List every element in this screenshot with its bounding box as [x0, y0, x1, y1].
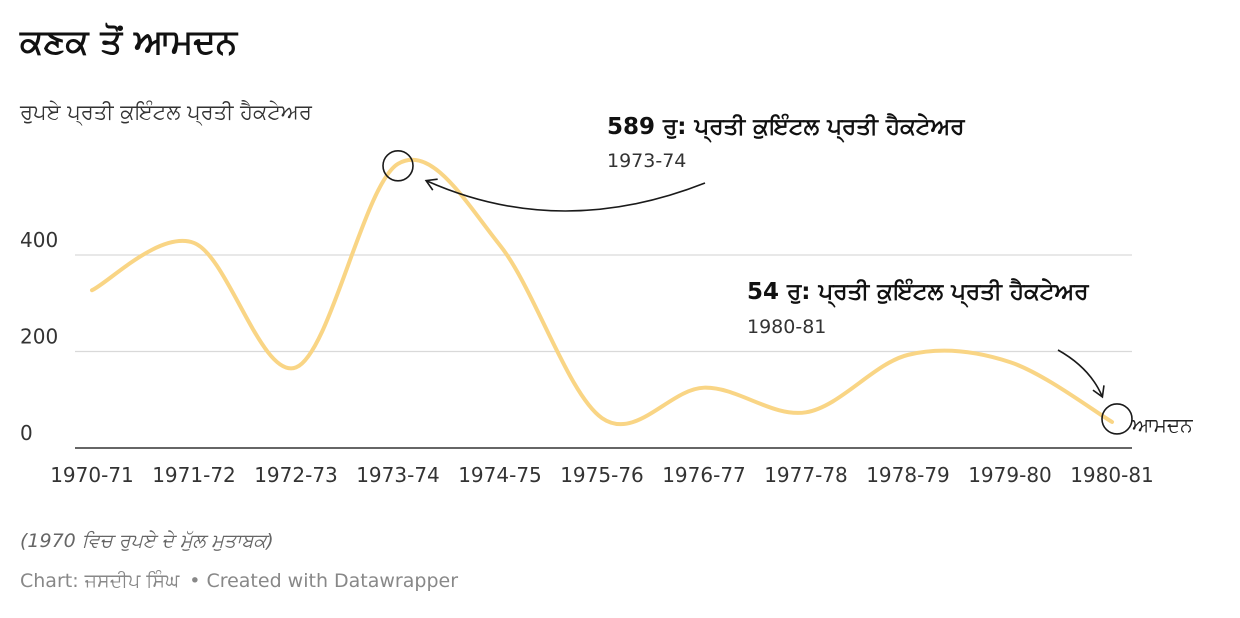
last-value-highlight-circle: [1101, 403, 1133, 435]
x-tick-label: 1974-75: [458, 463, 542, 487]
last-value-annotation-arrow: [1057, 349, 1105, 399]
x-tick-label: 1975-76: [560, 463, 644, 487]
x-tick-label: 1978-79: [866, 463, 950, 487]
chart-title: ਕਣਕ ਤੋਂ ਆਮਦਨ: [20, 22, 238, 62]
credit-author: Chart: ਜਸਦੀਪ ਸਿੰਘ: [20, 570, 180, 592]
x-tick-label: 1972-73: [254, 463, 338, 487]
x-tick-label: 1971-72: [152, 463, 236, 487]
credit-tool-link[interactable]: Created with Datawrapper: [206, 570, 459, 592]
chart-credit: Chart: ਜਸਦੀਪ ਸਿੰਘ • Created with Datawrapp…: [20, 570, 458, 592]
x-tick-label: 1973-74: [356, 463, 440, 487]
credit-separator: •: [189, 570, 201, 592]
series-label: ਆਮਦਨ: [1131, 413, 1193, 437]
last-value-annotation-period: 1980-81: [747, 316, 826, 338]
x-tick-label: 1970-71: [50, 463, 134, 487]
y-tick-label: 200: [20, 325, 58, 349]
peak-annotation-value: 589 ਰੁ: ਪ੍ਰਤੀ ਕੁਇੰਟਲ ਪ੍ਰਤੀ ਹੈਕਟੇਅਰ: [607, 112, 965, 143]
series-line: [90, 157, 1114, 427]
chart-subtitle: ਰੁਪਏ ਪ੍ਰਤੀ ਕੁਇੰਟਲ ਪ੍ਰਤੀ ਹੈਕਟੇਅਰ: [20, 100, 312, 124]
last-value-annotation-value: 54 ਰੁ: ਪ੍ਰਤੀ ਕੁਇੰਟਲ ਪ੍ਰਤੀ ਹੈਕਟੇਅਰ: [747, 277, 1089, 308]
line-chart: 589 ਰੁ: ਪ੍ਰਤੀ ਕੁਇੰਟਲ ਪ੍ਰਤੀ ਹੈਕਟੇਅਰ 1973-7…: [20, 112, 1193, 487]
peak-annotation-period: 1973-74: [607, 150, 686, 172]
x-tick-label: 1980-81: [1070, 463, 1154, 487]
chart-note: (1970 ਵਿਚ ਰੁਪਏ ਦੇ ਮੁੱਲ ਮੁਤਾਬਕ): [20, 530, 274, 552]
x-tick-label: 1977-78: [764, 463, 848, 487]
x-tick-label: 1976-77: [662, 463, 746, 487]
x-tick-label: 1979-80: [968, 463, 1052, 487]
peak-highlight-circle: [382, 150, 414, 182]
y-tick-label: 400: [20, 228, 58, 252]
y-tick-label: 0: [20, 421, 33, 445]
peak-annotation-arrow: [424, 178, 706, 212]
